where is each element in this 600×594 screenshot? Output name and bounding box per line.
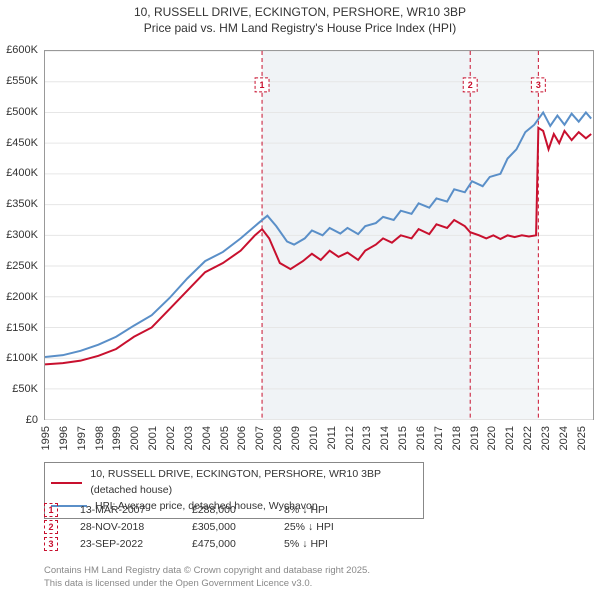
y-tick-label: £500K bbox=[6, 106, 38, 118]
x-tick-label: 2025 bbox=[576, 426, 588, 450]
x-tick-label: 2012 bbox=[344, 426, 356, 450]
x-tick-label: 2006 bbox=[236, 426, 248, 450]
x-tick-label: 1997 bbox=[76, 426, 88, 450]
marker-hpi: 8%↓HPI bbox=[284, 502, 328, 519]
x-tick-label: 2018 bbox=[451, 426, 463, 450]
marker-badge: 3 bbox=[44, 537, 58, 551]
marker-date: 23-SEP-2022 bbox=[80, 536, 170, 553]
marker-badge: 1 bbox=[44, 503, 58, 517]
x-tick-label: 2020 bbox=[486, 426, 498, 450]
x-tick-label: 2021 bbox=[504, 426, 516, 450]
marker-hpi-label: HPI bbox=[316, 519, 334, 536]
x-tick-label: 2009 bbox=[290, 426, 302, 450]
y-tick-label: £450K bbox=[6, 137, 38, 149]
x-tick-label: 2019 bbox=[469, 426, 481, 450]
marker-row: 2 28-NOV-2018 £305,000 25%↓HPI bbox=[44, 519, 580, 536]
x-tick-label: 2010 bbox=[308, 426, 320, 450]
svg-text:1: 1 bbox=[260, 80, 265, 90]
y-tick-label: £0 bbox=[26, 414, 38, 426]
x-tick-label: 2001 bbox=[147, 426, 159, 450]
marker-hpi-pct: 5% bbox=[284, 536, 299, 553]
x-tick-label: 2004 bbox=[201, 426, 213, 450]
x-tick-label: 2022 bbox=[522, 426, 534, 450]
x-tick-label: 2024 bbox=[558, 426, 570, 450]
chart-title: 10, RUSSELL DRIVE, ECKINGTON, PERSHORE, … bbox=[0, 4, 600, 36]
legend-swatch bbox=[51, 482, 82, 484]
legend-label: 10, RUSSELL DRIVE, ECKINGTON, PERSHORE, … bbox=[90, 467, 417, 499]
legend-item: 10, RUSSELL DRIVE, ECKINGTON, PERSHORE, … bbox=[51, 467, 417, 499]
marker-hpi: 5%↓HPI bbox=[284, 536, 328, 553]
y-axis-labels: £0£50K£100K£150K£200K£250K£300K£350K£400… bbox=[0, 50, 42, 420]
marker-price: £288,000 bbox=[192, 502, 262, 519]
y-tick-label: £300K bbox=[6, 229, 38, 241]
y-tick-label: £200K bbox=[6, 291, 38, 303]
marker-row: 1 13-MAR-2007 £288,000 8%↓HPI bbox=[44, 502, 580, 519]
marker-hpi-label: HPI bbox=[310, 536, 328, 553]
svg-text:3: 3 bbox=[536, 80, 541, 90]
x-tick-label: 1999 bbox=[111, 426, 123, 450]
title-line-1: 10, RUSSELL DRIVE, ECKINGTON, PERSHORE, … bbox=[0, 4, 600, 20]
marker-hpi-pct: 25% bbox=[284, 519, 305, 536]
x-tick-label: 2000 bbox=[129, 426, 141, 450]
x-tick-label: 2013 bbox=[361, 426, 373, 450]
x-tick-label: 2015 bbox=[397, 426, 409, 450]
marker-hpi-label: HPI bbox=[310, 502, 328, 519]
x-tick-label: 2023 bbox=[540, 426, 552, 450]
attribution-line-2: This data is licensed under the Open Gov… bbox=[44, 578, 580, 590]
chart-plot-area: 1 2 3 bbox=[44, 50, 594, 420]
x-tick-label: 2003 bbox=[183, 426, 195, 450]
x-tick-label: 2017 bbox=[433, 426, 445, 450]
y-tick-label: £250K bbox=[6, 260, 38, 272]
marker-price: £475,000 bbox=[192, 536, 262, 553]
x-tick-label: 2007 bbox=[254, 426, 266, 450]
arrow-down-icon: ↓ bbox=[302, 502, 307, 519]
marker-date: 28-NOV-2018 bbox=[80, 519, 170, 536]
x-tick-label: 2014 bbox=[379, 426, 391, 450]
marker-hpi: 25%↓HPI bbox=[284, 519, 334, 536]
attribution: Contains HM Land Registry data © Crown c… bbox=[44, 565, 580, 590]
svg-text:2: 2 bbox=[468, 80, 473, 90]
y-tick-label: £150K bbox=[6, 322, 38, 334]
y-tick-label: £350K bbox=[6, 198, 38, 210]
x-tick-label: 2002 bbox=[165, 426, 177, 450]
x-tick-label: 1996 bbox=[58, 426, 70, 450]
y-tick-label: £600K bbox=[6, 44, 38, 56]
marker-row: 3 23-SEP-2022 £475,000 5%↓HPI bbox=[44, 536, 580, 553]
x-tick-label: 1998 bbox=[94, 426, 106, 450]
marker-table: 113-MAR-2007£288,0008%↓HPI228-NOV-2018£3… bbox=[44, 502, 580, 552]
y-tick-label: £100K bbox=[6, 352, 38, 364]
x-tick-label: 2005 bbox=[219, 426, 231, 450]
x-tick-label: 2016 bbox=[415, 426, 427, 450]
marker-price: £305,000 bbox=[192, 519, 262, 536]
marker-hpi-pct: 8% bbox=[284, 502, 299, 519]
attribution-line-1: Contains HM Land Registry data © Crown c… bbox=[44, 565, 580, 577]
x-axis-labels: 1995199619971998199920002001200220032004… bbox=[44, 422, 594, 462]
x-tick-label: 2011 bbox=[326, 426, 338, 450]
y-tick-label: £50K bbox=[12, 383, 38, 395]
marker-badge: 2 bbox=[44, 520, 58, 534]
arrow-down-icon: ↓ bbox=[308, 519, 313, 536]
title-line-2: Price paid vs. HM Land Registry's House … bbox=[0, 20, 600, 36]
y-tick-label: £400K bbox=[6, 167, 38, 179]
x-tick-label: 1995 bbox=[40, 426, 52, 450]
marker-date: 13-MAR-2007 bbox=[80, 502, 170, 519]
x-tick-label: 2008 bbox=[272, 426, 284, 450]
y-tick-label: £550K bbox=[6, 75, 38, 87]
arrow-down-icon: ↓ bbox=[302, 536, 307, 553]
